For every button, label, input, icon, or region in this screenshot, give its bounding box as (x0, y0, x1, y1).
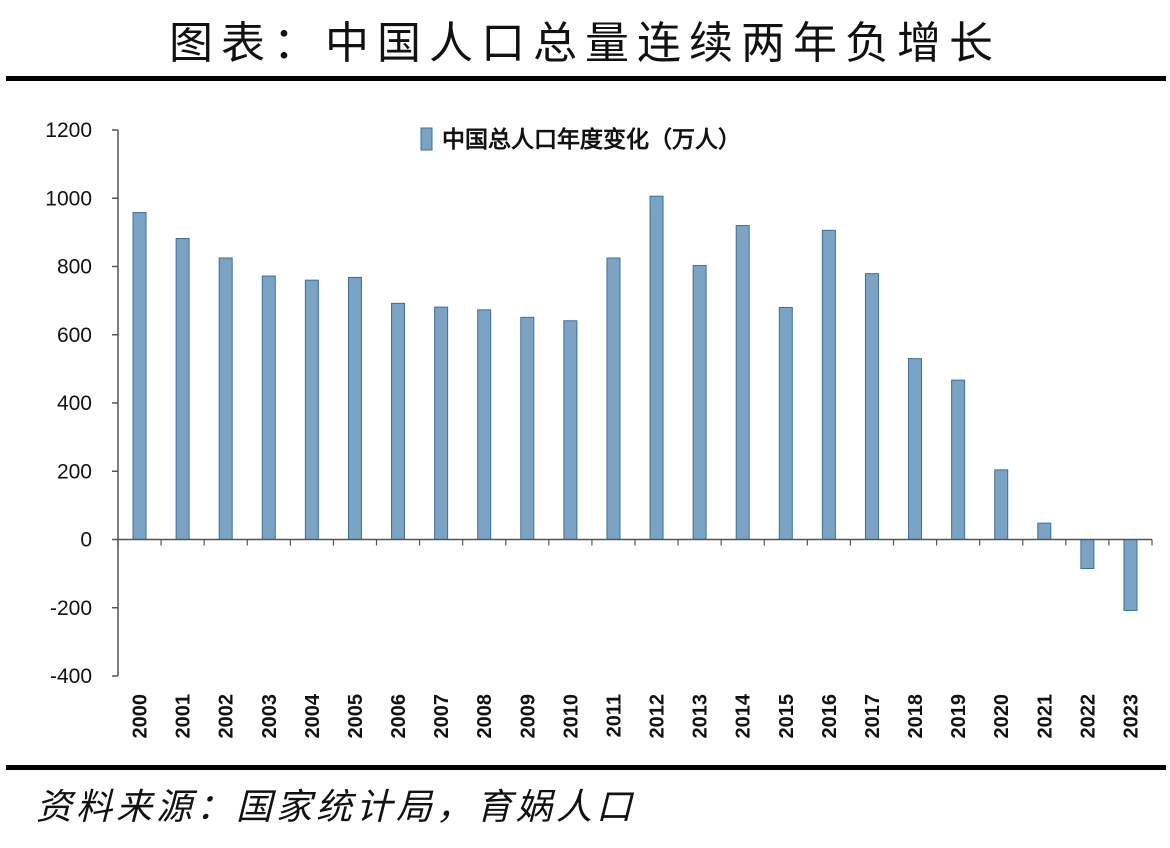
bar-2002 (218, 257, 233, 540)
y-tick-label: 400 (57, 392, 92, 415)
bar-2008 (477, 309, 492, 540)
x-tick-label: 2022 (1077, 694, 1099, 739)
bar-2013 (692, 264, 707, 540)
bar-2019 (951, 379, 966, 541)
x-tick-label: 2021 (1034, 694, 1056, 739)
bar-2020 (994, 469, 1009, 541)
y-tick-label: 1000 (45, 187, 92, 210)
bar-2015 (778, 306, 793, 540)
x-tick-label: 2014 (733, 693, 755, 738)
x-tick-label: 2020 (991, 694, 1013, 739)
y-tick-label: 600 (57, 324, 92, 347)
y-tick-label: 800 (57, 256, 92, 279)
top-divider (6, 76, 1166, 81)
x-axis-ticks: 2000 2001 2002 2003 2004 2005 2006 2007 2008 2009… (130, 693, 1143, 738)
bar-2005 (347, 276, 362, 540)
bar-2011 (606, 257, 621, 540)
x-tick-label: 2011 (603, 694, 625, 737)
x-tick-label: 2023 (1120, 694, 1142, 739)
bar-2010 (563, 320, 578, 540)
bars (132, 195, 1138, 611)
bar-2018 (908, 358, 923, 541)
x-tick-label: 2000 (130, 694, 152, 739)
bar-2023 (1123, 539, 1138, 611)
bar-2004 (304, 279, 319, 540)
bar-chart: 中国总人口年度变化（万人） 120010008006004002000-200-… (45, 119, 1153, 739)
y-tick-label: 200 (57, 460, 92, 483)
axes (117, 130, 1153, 676)
y-tick-label: 1200 (45, 119, 92, 142)
bar-2001 (175, 238, 190, 541)
bar-2007 (434, 306, 449, 540)
y-tick-label: -400 (50, 665, 92, 688)
x-tick-label: 2010 (560, 694, 582, 739)
source-note: 资料来源：国家统计局，育娲人口 (36, 787, 637, 828)
chart-title: 图表：中国人口总量连续两年负增长 (169, 18, 1001, 69)
legend-swatch (420, 127, 433, 151)
x-tick-label: 2009 (517, 694, 539, 739)
x-tick-label: 2003 (259, 694, 281, 739)
x-tick-label: 2004 (302, 693, 324, 738)
bar-2009 (520, 316, 535, 540)
x-tick-label: 2016 (819, 694, 841, 739)
y-tick-label: 0 (80, 529, 92, 552)
x-tick-label: 2006 (388, 694, 410, 739)
legend: 中国总人口年度变化（万人） (420, 126, 741, 153)
y-tick-label: -200 (50, 597, 92, 620)
x-tick-label: 2012 (647, 694, 669, 739)
bar-2022 (1080, 539, 1095, 570)
x-tick-label: 2002 (216, 694, 238, 739)
x-tick-label: 2017 (862, 694, 884, 739)
bottom-divider (6, 765, 1166, 770)
y-axis-ticks: 1200 1000 800 600 400 200 0 -200 -400 (45, 119, 118, 688)
bar-2006 (391, 302, 406, 540)
legend-label: 中国总人口年度变化（万人） (442, 126, 741, 153)
bar-2014 (735, 225, 750, 541)
x-tick-label: 2001 (173, 694, 195, 739)
bar-2003 (261, 275, 276, 540)
x-tick-label: 2018 (905, 694, 927, 739)
x-tick-label: 2008 (474, 694, 496, 739)
x-tick-label: 2005 (345, 694, 367, 739)
bar-2017 (864, 273, 879, 540)
x-tick-label: 2013 (690, 694, 712, 739)
bar-2012 (649, 195, 664, 540)
x-tick-label: 2015 (776, 694, 798, 739)
bar-2021 (1037, 522, 1052, 540)
x-tick-label: 2007 (431, 694, 453, 739)
x-tick-label: 2019 (948, 694, 970, 739)
bar-2000 (132, 212, 147, 541)
bar-2016 (821, 229, 836, 540)
